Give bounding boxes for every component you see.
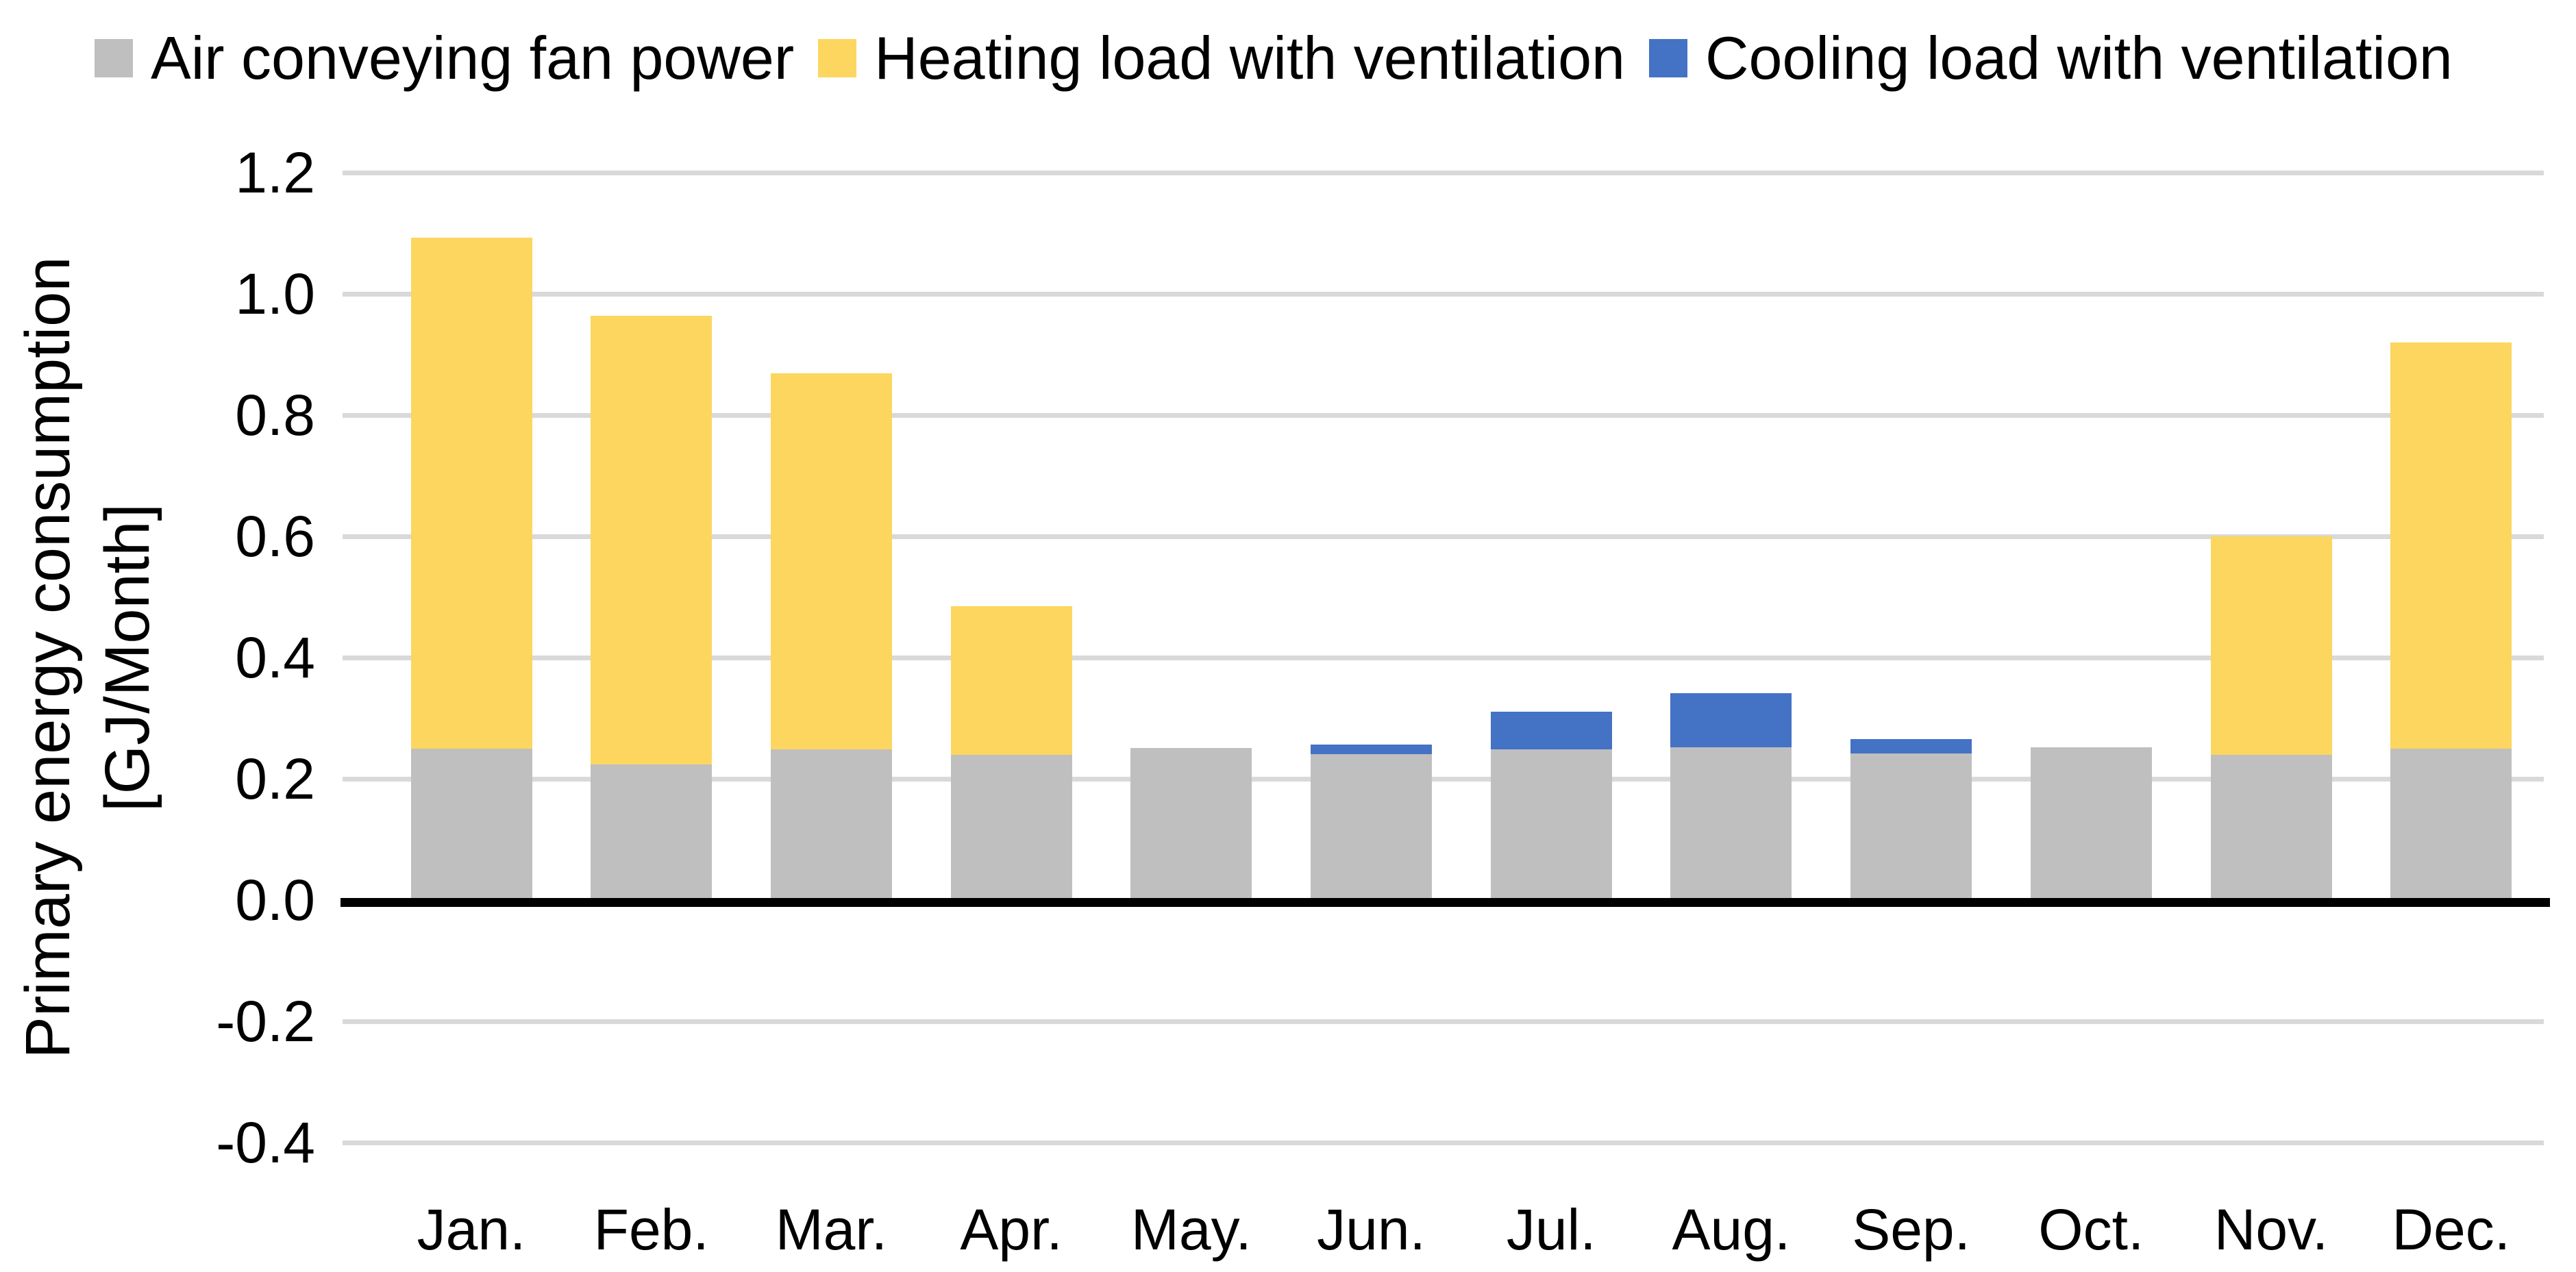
legend-label-cooling-load: Cooling load with ventilation xyxy=(1705,24,2453,92)
bar-segment xyxy=(950,606,1072,755)
legend-label-fan-power: Air conveying fan power xyxy=(151,24,795,92)
gridline xyxy=(343,170,2544,175)
bar-segment xyxy=(770,373,892,749)
gridline xyxy=(343,534,2544,539)
legend-item-fan-power: Air conveying fan power xyxy=(95,22,794,95)
bar-segment xyxy=(1850,753,1972,900)
bar-segment xyxy=(591,315,713,764)
bar-segment xyxy=(2030,747,2152,900)
bar-segment xyxy=(410,748,532,900)
bar-segment xyxy=(1311,753,1432,900)
bar-segment xyxy=(1670,693,1792,747)
legend: Air conveying fan power Heating load wit… xyxy=(95,22,2453,95)
y-tick-label: -0.2 xyxy=(216,989,315,1053)
bar-segment xyxy=(410,237,532,749)
bar-segment xyxy=(2390,748,2512,900)
y-tick-label: 0.6 xyxy=(235,504,315,569)
y-tick-label: -0.4 xyxy=(216,1110,315,1175)
x-tick-label: Jan. xyxy=(417,1197,526,1262)
x-tick-label: Feb. xyxy=(593,1197,709,1262)
bar-segment xyxy=(2210,536,2332,755)
x-tick-label: Oct. xyxy=(2038,1197,2144,1262)
legend-swatch-heating-load xyxy=(818,39,857,77)
y-tick-label: 0.8 xyxy=(235,383,315,447)
x-tick-label: Apr. xyxy=(960,1197,1063,1262)
y-tick-label: 1.0 xyxy=(235,262,315,326)
gridline xyxy=(343,1019,2544,1024)
bar-segment xyxy=(770,749,892,900)
bar-segment xyxy=(1670,747,1792,900)
bar-segment xyxy=(950,754,1072,900)
bar-segment xyxy=(1130,747,1252,900)
legend-swatch-fan-power xyxy=(95,39,133,77)
y-tick-label: 1.2 xyxy=(235,140,315,205)
x-tick-label: Nov. xyxy=(2214,1197,2329,1262)
legend-item-cooling-load: Cooling load with ventilation xyxy=(1648,22,2453,95)
x-tick-label: Mar. xyxy=(775,1197,888,1262)
y-tick-label: 0.2 xyxy=(235,747,315,811)
bar-segment xyxy=(2210,754,2332,900)
bar-segment xyxy=(591,764,713,900)
x-tick-label: Jul. xyxy=(1506,1197,1596,1262)
legend-label-heating-load: Heating load with ventilation xyxy=(874,24,1625,92)
zero-axis-line xyxy=(340,897,2550,907)
x-tick-label: Aug. xyxy=(1672,1197,1791,1262)
x-tick-label: May. xyxy=(1130,1197,1252,1262)
gridline xyxy=(343,412,2544,418)
bar-segment xyxy=(2390,342,2512,749)
x-tick-label: Jun. xyxy=(1317,1197,1426,1262)
bar-segment xyxy=(1490,749,1612,900)
x-tick-label: Dec. xyxy=(2392,1197,2511,1262)
bar-segment xyxy=(1311,744,1432,754)
bar-segment xyxy=(1850,739,1972,753)
gridline xyxy=(343,1140,2544,1145)
y-tick-label: 0.4 xyxy=(235,625,315,690)
bar-segment xyxy=(1490,711,1612,749)
x-tick-label: Sep. xyxy=(1852,1197,1970,1262)
gridline xyxy=(343,776,2544,782)
legend-item-heating-load: Heating load with ventilation xyxy=(818,22,1625,95)
gridline xyxy=(343,291,2544,297)
gridline xyxy=(343,655,2544,660)
legend-swatch-cooling-load xyxy=(1648,39,1687,77)
y-tick-label: 0.0 xyxy=(235,868,315,932)
